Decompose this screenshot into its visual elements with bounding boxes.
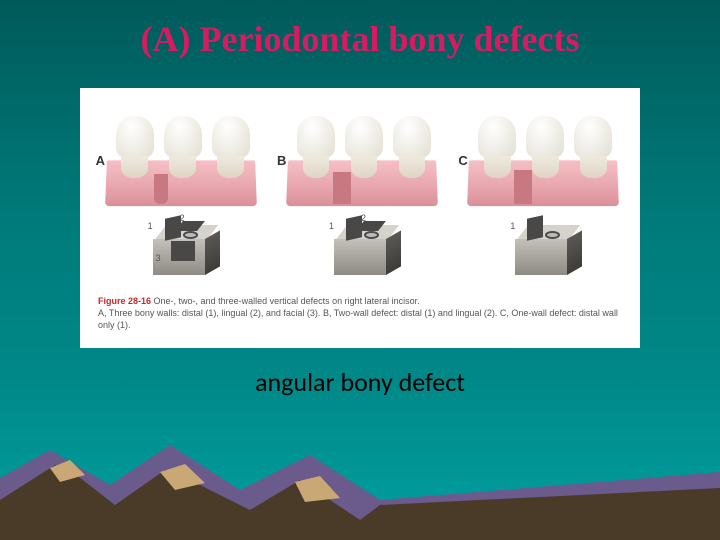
panel-c-label: C [458,153,467,168]
panel-a-label: A [96,153,105,168]
tooth-a1 [116,116,154,178]
tooth-ring-b [364,231,379,239]
slide-title: (A) Periodontal bony defects [0,0,720,60]
defect-a [154,174,168,204]
figure-top-row: A B C [88,96,632,206]
num-c1: 1 [510,221,515,231]
panel-b-label: B [277,153,286,168]
tooth-c1 [478,116,516,178]
tooth-c3 [574,116,612,178]
figure-number: Figure 28-16 [98,296,151,306]
caption-a: A, Three bony walls: distal (1), lingual… [98,308,320,318]
num-a1: 1 [148,221,153,231]
tooth-ring-a [183,231,198,239]
schema-b: 1 2 [315,217,405,287]
tooth-b2 [345,116,383,178]
tooth-b3 [393,116,431,178]
tooth-b1 [297,116,335,178]
panel-c-illustration: C [456,101,626,206]
tooth-a2 [164,116,202,178]
num-b2: 2 [361,213,366,223]
num-b1: 1 [329,221,334,231]
schema-c: 1 [496,217,586,287]
figure-bottom-row: 1 2 3 1 2 1 [88,212,632,287]
caption-main: One-, two-, and three-walled vertical de… [154,296,420,306]
cube-c [515,233,567,275]
mountain-decoration [0,410,720,540]
caption-b: B, Two-wall defect: distal (1) and lingu… [323,308,497,318]
cube-b [334,233,386,275]
wall-a3 [171,241,195,261]
tooth-a3 [212,116,250,178]
defect-b [333,172,351,204]
num-a3: 3 [156,253,161,263]
schema-a: 1 2 3 [134,217,224,287]
defect-c [514,170,532,204]
figure-caption: Figure 28-16 One-, two-, and three-walle… [88,295,632,331]
figure-container: A B C [80,88,640,348]
wall-c1 [527,215,543,240]
tooth-ring-c [545,231,560,239]
num-a2: 2 [180,213,185,223]
tooth-c2 [526,116,564,178]
panel-a-illustration: A [94,101,264,206]
panel-b-illustration: B [275,101,445,206]
slide-subtitle: angular bony defect [0,366,720,398]
